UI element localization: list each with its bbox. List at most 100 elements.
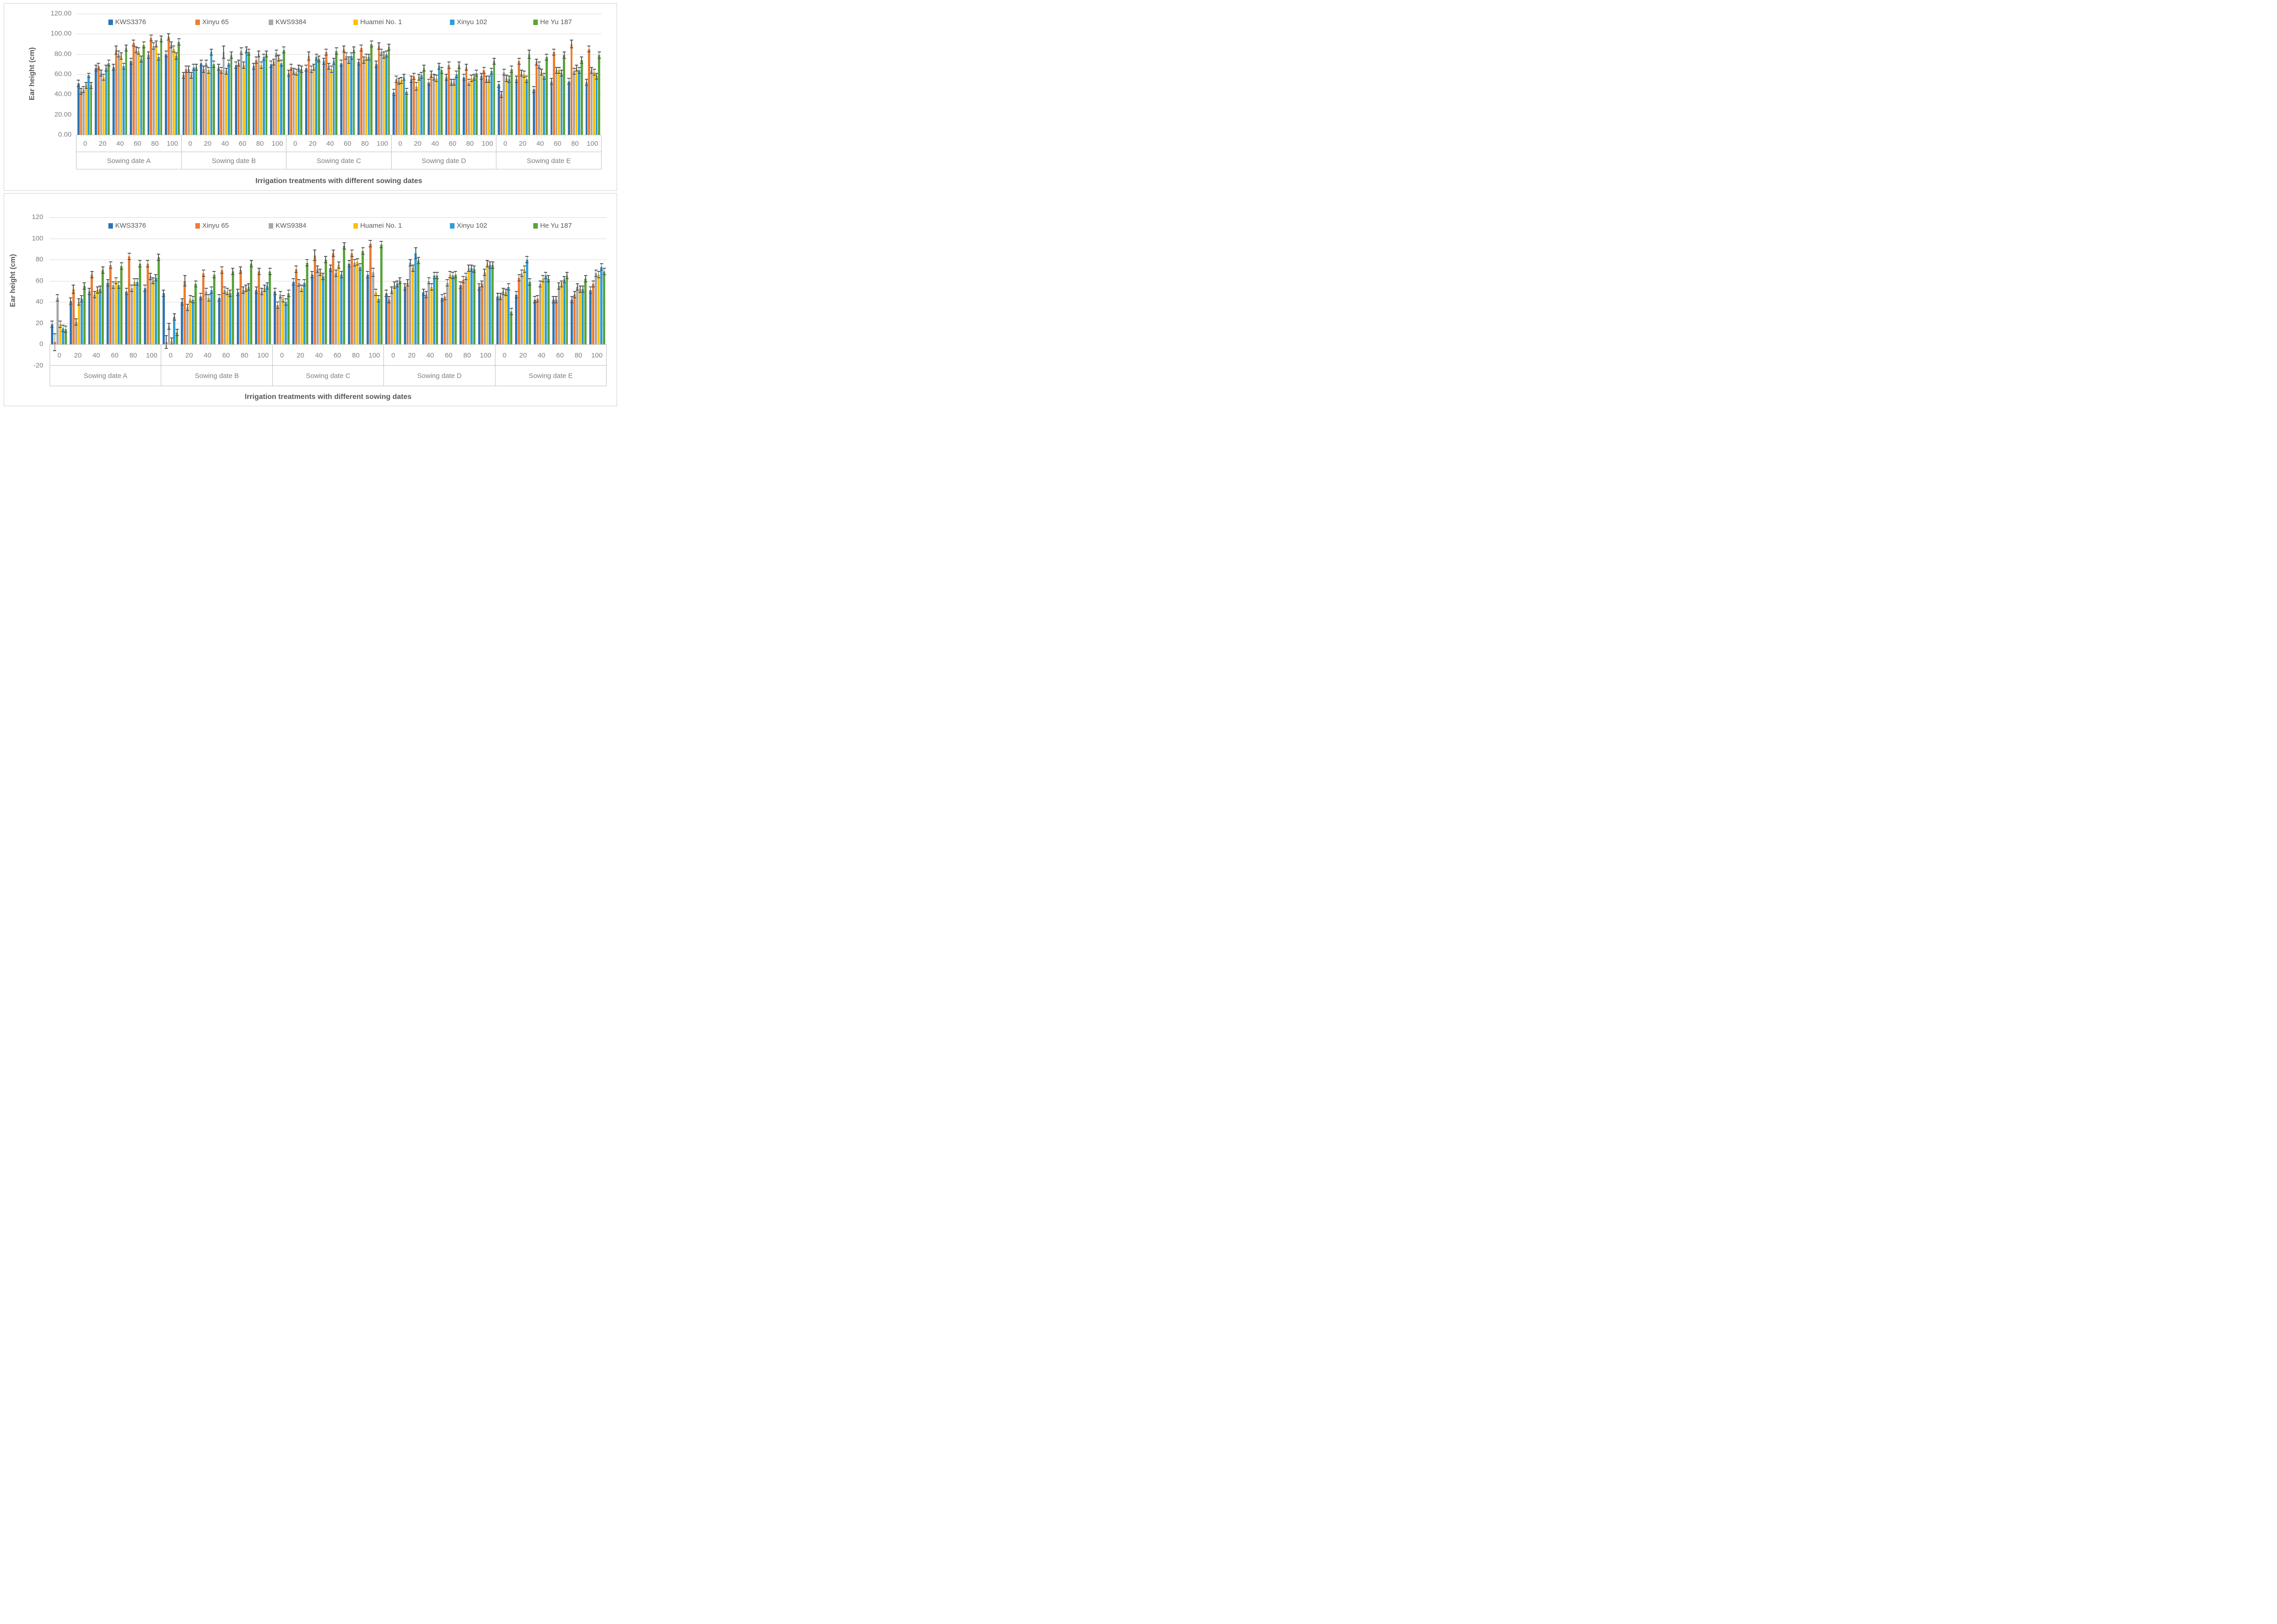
error-bar	[481, 73, 482, 80]
legend-item[interactable]: KWS9384	[269, 222, 306, 229]
level-cluster	[569, 194, 588, 344]
error-bar	[436, 272, 438, 279]
bar	[263, 285, 266, 344]
level-cluster	[216, 4, 234, 135]
error-bar	[553, 296, 554, 303]
error-bar	[138, 48, 139, 54]
bar	[133, 278, 136, 344]
legend-item[interactable]: KWS3376	[108, 222, 146, 229]
bar	[375, 61, 378, 135]
bar	[414, 248, 417, 344]
error-bar	[511, 66, 512, 72]
bar	[187, 66, 190, 135]
bar	[475, 70, 478, 135]
bar	[470, 265, 473, 344]
bar	[388, 296, 390, 344]
error-bar	[168, 323, 169, 330]
bar	[208, 294, 210, 344]
bar	[518, 274, 521, 344]
x-tick-label: 100	[166, 140, 178, 148]
error-bar	[487, 260, 488, 267]
error-bar	[426, 291, 427, 298]
error-bar	[136, 47, 137, 53]
legend-item[interactable]: He Yu 187	[533, 222, 572, 229]
bar	[117, 281, 120, 344]
legend-item[interactable]: Huamei No. 1	[353, 222, 402, 229]
bar	[190, 72, 193, 135]
bar	[573, 68, 575, 135]
error-bar	[533, 86, 535, 92]
y-axis-title: Ear height (cm)	[9, 254, 17, 307]
error-bar	[529, 50, 530, 58]
error-bar	[398, 78, 399, 85]
bar	[184, 275, 186, 344]
bar	[181, 299, 184, 344]
bar	[378, 43, 380, 135]
error-bar	[214, 271, 215, 278]
bar	[327, 63, 330, 135]
error-bar	[503, 288, 504, 295]
x-tick-label: 20	[414, 140, 422, 148]
error-bar	[511, 308, 512, 315]
error-bar	[148, 52, 149, 58]
bar	[462, 276, 465, 344]
error-bar	[112, 281, 114, 288]
error-bar	[89, 288, 90, 295]
bar	[225, 68, 228, 135]
error-bar	[391, 287, 392, 294]
legend-item[interactable]: Huamei No. 1	[353, 19, 402, 26]
bar	[395, 76, 398, 135]
group-label: Sowing date A	[83, 372, 128, 380]
bar	[332, 58, 335, 135]
bar	[441, 294, 444, 344]
bar-group	[384, 194, 495, 344]
level-cluster	[199, 4, 216, 135]
bar	[275, 50, 277, 135]
error-bar	[313, 64, 314, 71]
error-bar	[336, 270, 337, 277]
error-bar	[474, 266, 475, 272]
x-tick-label: 60	[222, 351, 230, 359]
bar	[283, 47, 285, 135]
error-bar	[200, 293, 201, 300]
error-bar	[133, 40, 134, 46]
error-bar	[227, 288, 228, 295]
legend-item[interactable]: Xinyu 102	[450, 19, 487, 26]
bar	[53, 333, 56, 351]
legend-item[interactable]: Xinyu 102	[450, 222, 487, 229]
legend-item[interactable]: He Yu 187	[533, 19, 572, 26]
error-bar	[232, 268, 233, 275]
level-label-cell: 0 20 40 60 80 100	[392, 135, 497, 152]
level-cluster	[426, 4, 444, 135]
bar	[496, 293, 499, 344]
x-tick-label: 40	[204, 351, 212, 359]
error-bar	[441, 294, 443, 301]
legend-item[interactable]: KWS9384	[269, 19, 306, 26]
legend-item[interactable]: Xinyu 65	[195, 19, 229, 26]
error-bar	[399, 277, 400, 284]
error-bar	[203, 66, 204, 72]
bar	[245, 285, 247, 344]
legend-item[interactable]: Xinyu 65	[195, 222, 229, 229]
legend-item[interactable]: KWS3376	[108, 19, 146, 26]
bar	[274, 288, 276, 344]
group-label: Sowing date C	[306, 372, 351, 380]
error-bar	[396, 76, 397, 82]
error-bar	[130, 58, 132, 64]
y-tick-label: 100.00	[51, 30, 71, 38]
error-bar	[556, 67, 557, 73]
x-tick-label: 0	[391, 351, 395, 359]
bar	[245, 47, 248, 135]
error-bar	[353, 47, 354, 53]
bar	[528, 278, 531, 344]
bar	[347, 57, 350, 135]
bar	[287, 290, 290, 344]
error-bar	[318, 56, 319, 62]
error-bar	[102, 267, 103, 274]
bar	[153, 43, 155, 135]
bar	[478, 284, 480, 344]
bar-group	[272, 194, 384, 344]
x-axis-level-band: 0 20 40 60 80 100 0 20 40 60 80 100 0 20 40 60 80 100 0 20 4…	[76, 135, 602, 152]
error-bar	[126, 288, 127, 295]
level-cluster	[235, 194, 254, 344]
